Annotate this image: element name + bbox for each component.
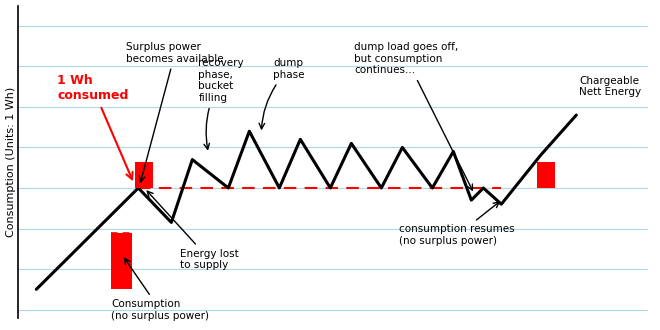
Text: 1 Wh
consumed: 1 Wh consumed xyxy=(57,75,133,179)
Text: Surplus power
becomes available: Surplus power becomes available xyxy=(126,42,224,182)
Bar xyxy=(135,162,153,188)
Text: Consumption
(no surplus power): Consumption (no surplus power) xyxy=(112,258,209,321)
Text: recovery
phase,
bucket
filling: recovery phase, bucket filling xyxy=(199,58,244,149)
Text: consumption resumes
(no surplus power): consumption resumes (no surplus power) xyxy=(399,202,515,246)
Text: dump
phase: dump phase xyxy=(259,58,305,129)
Text: Energy lost
to supply: Energy lost to supply xyxy=(147,191,239,270)
Bar xyxy=(537,162,555,188)
Y-axis label: Consumption (Units: 1 Wh): Consumption (Units: 1 Wh) xyxy=(5,86,16,237)
Bar xyxy=(112,233,133,289)
Text: dump load goes off,
but consumption
continues...: dump load goes off, but consumption cont… xyxy=(354,42,473,190)
Text: Chargeable
Nett Energy: Chargeable Nett Energy xyxy=(579,76,642,97)
